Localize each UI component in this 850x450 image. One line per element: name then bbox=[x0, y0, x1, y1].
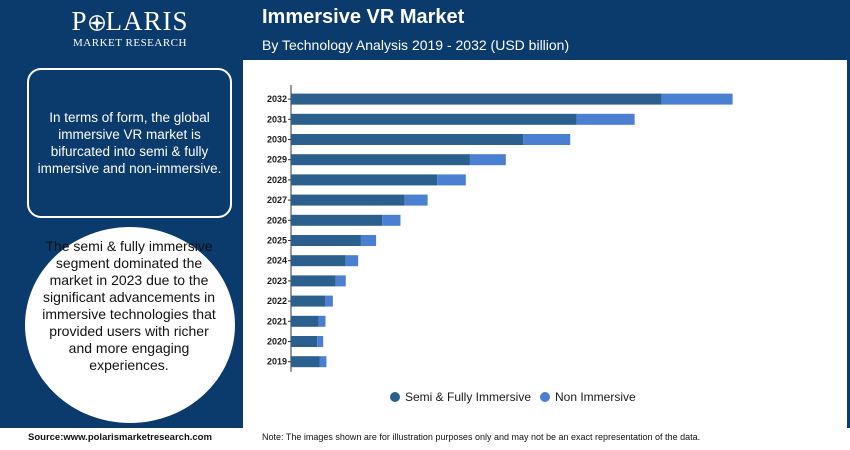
bar-segment bbox=[523, 134, 571, 145]
y-tick-label: 2028 bbox=[267, 175, 287, 185]
chart-panel: 2032 2031 2030 2029 2028 2027 2026 2025 2024 2023… bbox=[243, 60, 847, 428]
footer bbox=[0, 428, 850, 450]
page-subtitle: By Technology Analysis 2019 - 2032 (USD … bbox=[262, 37, 570, 53]
bar-segment bbox=[291, 174, 438, 186]
bar-segment bbox=[576, 113, 635, 125]
bar-segment bbox=[291, 356, 320, 368]
disclaimer-note: Note: The images shown are for illustrat… bbox=[262, 432, 701, 442]
bar-chart: 2032 2031 2030 2029 2028 2027 2026 2025 2024 2023… bbox=[267, 85, 733, 404]
bar-segment bbox=[291, 295, 326, 307]
bar-segment bbox=[325, 295, 333, 307]
bar-segment bbox=[317, 336, 324, 347]
bar-segment bbox=[291, 315, 319, 327]
bar-segment bbox=[319, 356, 327, 368]
bar-segment bbox=[291, 235, 361, 246]
info-circle-text: The semi & fully immersive segment domin… bbox=[42, 238, 216, 373]
bar-segment bbox=[469, 154, 506, 166]
bar-segment bbox=[661, 93, 733, 105]
y-tick-label: 2031 bbox=[267, 114, 287, 124]
y-tick-label: 2027 bbox=[267, 195, 287, 205]
bar-segment bbox=[291, 93, 662, 105]
y-tick-label: 2024 bbox=[267, 256, 287, 266]
bar-segment bbox=[291, 194, 405, 206]
bar-segment bbox=[437, 174, 466, 186]
info-box-text: In terms of form, the global immersive V… bbox=[37, 110, 222, 176]
y-tick-label: 2023 bbox=[267, 276, 287, 286]
bar-segment bbox=[291, 336, 318, 347]
source-text: Source:www.polarismarketresearch.com bbox=[28, 432, 212, 443]
y-tick-label: 2032 bbox=[267, 94, 287, 104]
bar-segment bbox=[382, 214, 401, 226]
bar-segment bbox=[291, 113, 577, 125]
bar-segment bbox=[335, 275, 346, 287]
legend-marker bbox=[540, 392, 550, 402]
y-tick-label: 2020 bbox=[267, 337, 287, 347]
logo-name: P LARIS bbox=[71, 6, 189, 36]
info-box: In terms of form, the global immersive V… bbox=[27, 68, 232, 218]
legend-label: Non Immersive bbox=[555, 390, 636, 404]
header: P LARIS MARKET RESEARCH Immersive VR Mark… bbox=[0, 0, 850, 60]
brand-logo: P LARIS MARKET RESEARCH bbox=[60, 7, 200, 49]
info-circle bbox=[20, 222, 240, 428]
y-tick-label: 2030 bbox=[267, 135, 287, 145]
page-title: Immersive VR Market bbox=[262, 6, 465, 28]
y-tick-label: 2026 bbox=[267, 215, 287, 225]
y-tick-label: 2029 bbox=[267, 155, 287, 165]
bar-segment bbox=[404, 194, 428, 206]
legend-label: Semi & Fully Immersive bbox=[405, 390, 531, 404]
bar-segment bbox=[291, 275, 336, 287]
y-tick-label: 2019 bbox=[267, 357, 287, 367]
bar-segment bbox=[291, 134, 524, 145]
logo-tagline: MARKET RESEARCH bbox=[73, 37, 187, 49]
bar-segment bbox=[291, 154, 470, 166]
bar-segment bbox=[291, 214, 383, 226]
legend-marker bbox=[390, 392, 400, 402]
y-tick-label: 2025 bbox=[267, 236, 287, 246]
bar-segment bbox=[318, 315, 326, 327]
bar-segment bbox=[345, 255, 359, 267]
y-tick-label: 2021 bbox=[267, 316, 287, 326]
y-tick-label: 2022 bbox=[267, 296, 287, 306]
bar-segment bbox=[360, 235, 377, 246]
bar-segment bbox=[291, 255, 346, 267]
star-icon bbox=[88, 14, 105, 32]
